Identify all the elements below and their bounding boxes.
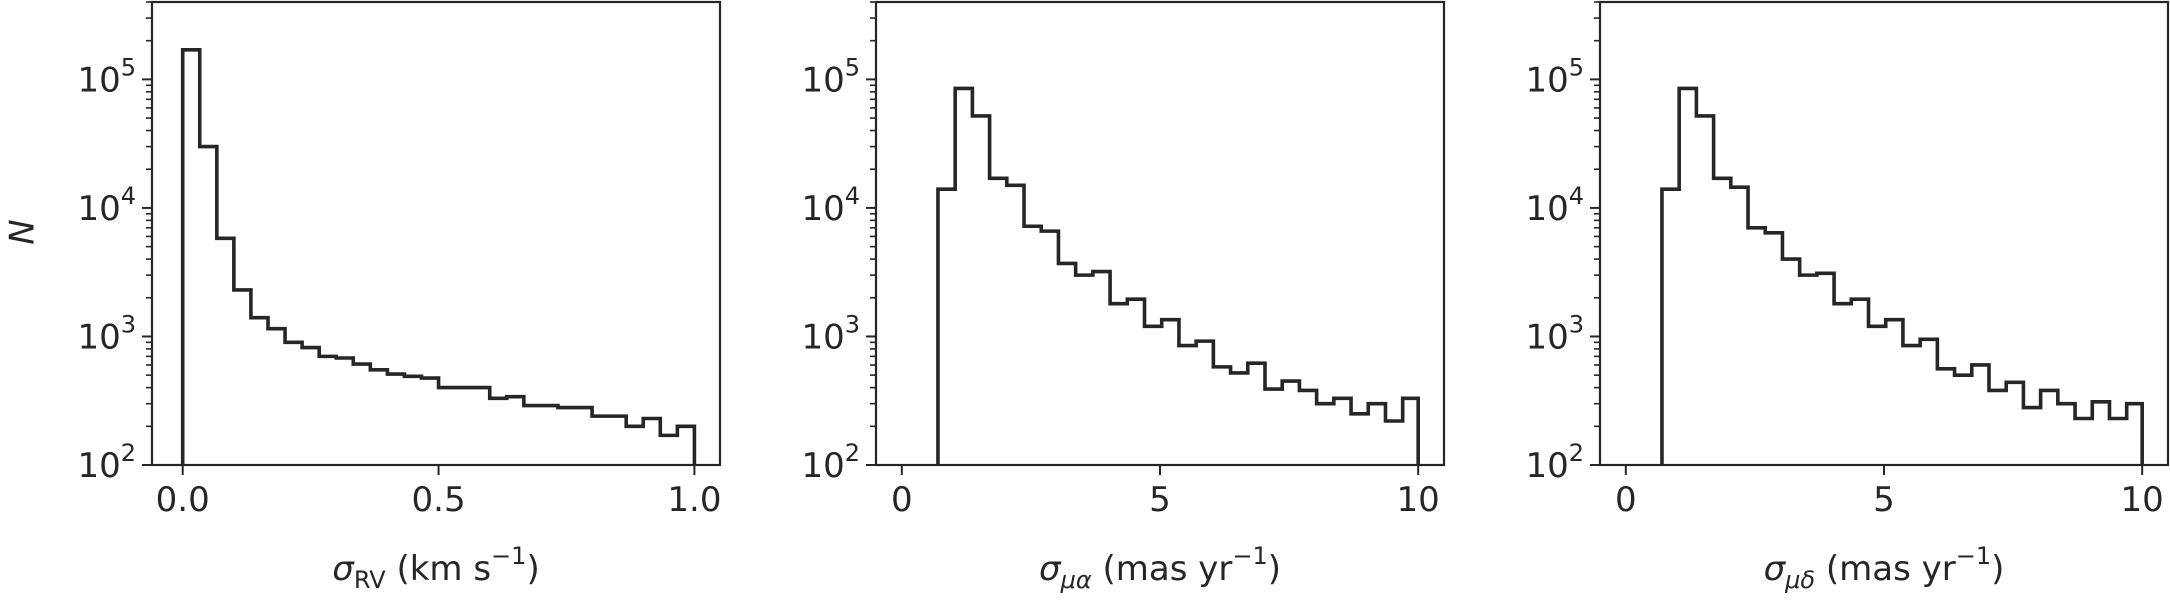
panel-2: 102 103 104 105 0 5 10 σμα (mas yr−1) xyxy=(801,0,1446,594)
y-tick-label: 102 xyxy=(1525,439,1584,486)
histogram-step xyxy=(1660,86,2144,465)
axes-frame xyxy=(150,0,722,467)
x-tick-label: 0.5 xyxy=(412,480,466,520)
axes-frame xyxy=(874,0,1446,467)
y-tick-label: 102 xyxy=(77,439,136,486)
x-tick-label: 1.0 xyxy=(667,480,721,520)
y-tick-label: 104 xyxy=(77,182,136,229)
x-tick-label: 5 xyxy=(1873,480,1895,520)
y-tick-label: 102 xyxy=(801,439,860,486)
axes-frame xyxy=(1598,0,2170,467)
y-tick-label: 103 xyxy=(1525,310,1584,357)
x-tick-label: 0.0 xyxy=(156,480,210,520)
y-tick-label: 105 xyxy=(1525,53,1584,100)
y-tick-label: 104 xyxy=(801,182,860,229)
y-tick-label: 104 xyxy=(1525,182,1584,229)
y-tick-label: 103 xyxy=(801,310,860,357)
panel-1: 102 103 104 105 0.0 0.5 1.0 σRV (km s−1) xyxy=(77,0,722,594)
y-axis-label: N xyxy=(3,219,43,244)
x-tick-label: 10 xyxy=(2121,480,2164,520)
x-axis-label: σμδ (mas yr−1) xyxy=(1764,542,2005,594)
y-tick-label: 103 xyxy=(77,310,136,357)
histogram-step xyxy=(180,47,697,465)
panel-3: 102 103 104 105 0 5 10 σμδ (mas yr−1) xyxy=(1525,0,2170,594)
y-tick-label: 105 xyxy=(801,53,860,100)
x-axis-label: σRV (km s−1) xyxy=(332,542,539,594)
x-axis-label: σμα (mas yr−1) xyxy=(1039,542,1281,594)
x-tick-label: 0 xyxy=(891,480,913,520)
x-tick-label: 0 xyxy=(1615,480,1637,520)
histogram-step xyxy=(936,86,1420,465)
x-tick-label: 5 xyxy=(1149,480,1171,520)
x-tick-label: 10 xyxy=(1397,480,1440,520)
y-tick-label: 105 xyxy=(77,53,136,100)
